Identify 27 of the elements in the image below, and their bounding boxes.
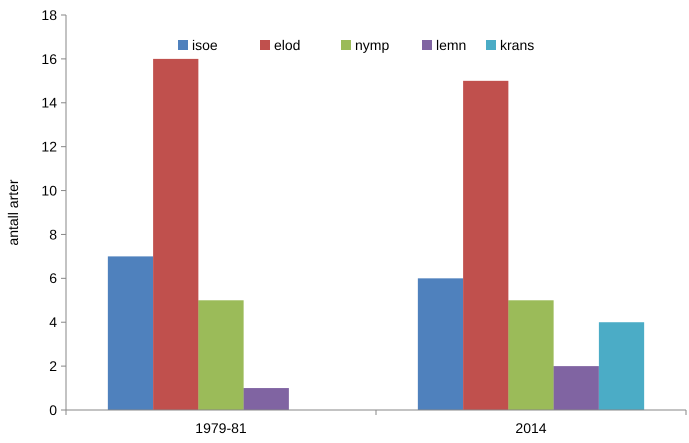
legend-label: lemn — [436, 36, 466, 53]
bar — [598, 322, 644, 410]
bar — [153, 58, 198, 410]
bar — [244, 388, 289, 410]
y-tick-label: 10 — [41, 182, 58, 198]
x-tick-label: 2014 — [515, 420, 547, 436]
y-tick-label: 2 — [49, 358, 58, 374]
bar — [463, 80, 508, 410]
y-tick-label: 12 — [41, 138, 58, 155]
y-tick-label: 8 — [49, 226, 58, 242]
bar — [198, 300, 244, 410]
y-tick-label: 14 — [41, 94, 58, 111]
legend-label: nymp — [355, 36, 390, 53]
x-tick-label: 1979-81 — [195, 420, 247, 436]
y-tick-label: 0 — [49, 402, 58, 418]
y-tick-label: 16 — [41, 50, 58, 67]
y-tick-label: 4 — [49, 314, 58, 330]
bar — [418, 278, 464, 410]
y-tick-label: 18 — [41, 6, 58, 23]
legend-label: isoe — [192, 36, 218, 53]
y-axis-title: antall arter — [5, 179, 21, 246]
bar — [508, 300, 554, 410]
legend-label: krans — [500, 36, 534, 53]
bar — [108, 256, 154, 410]
bar — [554, 366, 599, 410]
legend-label: elod — [274, 36, 300, 53]
y-tick-label: 6 — [49, 270, 58, 286]
